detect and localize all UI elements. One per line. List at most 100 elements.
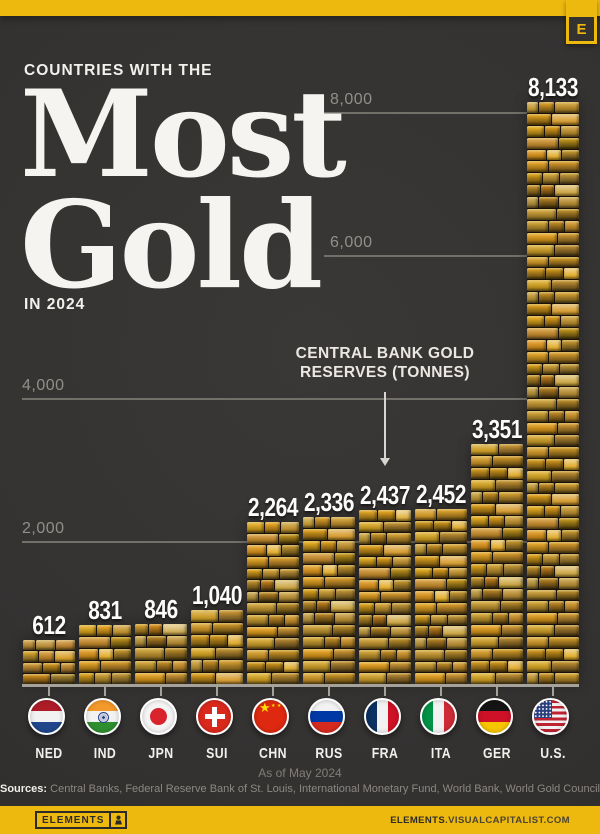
gold-brick	[303, 529, 327, 540]
gold-bar-IND	[79, 625, 131, 684]
gold-brick	[218, 610, 243, 622]
gold-brick	[247, 545, 267, 556]
gold-brick	[277, 603, 299, 615]
gold-brick	[543, 363, 560, 375]
elements-logo[interactable]: ELEMENTS	[35, 811, 128, 829]
gold-brick	[389, 638, 411, 650]
gold-brick	[471, 456, 492, 468]
gold-brick	[202, 660, 218, 672]
gold-brick	[554, 625, 579, 637]
gold-brick	[547, 149, 561, 161]
gold-brick	[540, 375, 555, 387]
value-label-SUI: 1,040	[191, 580, 243, 610]
gold-brick	[505, 540, 523, 552]
gold-brick	[527, 197, 539, 209]
gold-brick	[564, 648, 579, 660]
gold-brick	[101, 661, 131, 672]
gold-brick	[558, 518, 579, 530]
gold-brick	[471, 504, 495, 516]
gold-brick	[502, 528, 523, 540]
gold-brick	[148, 624, 163, 636]
site-link[interactable]: ELEMENTS.VISUALCAPITALIST.COM	[390, 815, 570, 826]
gold-brick	[509, 612, 523, 624]
gold-brick	[558, 387, 579, 399]
gold-brick	[502, 588, 523, 600]
gold-brick	[95, 673, 112, 684]
gridline-label-6000: 6,000	[330, 234, 373, 251]
gold-brick	[280, 568, 299, 580]
country-code-JPN: JPN	[148, 745, 174, 762]
gold-brick	[281, 545, 299, 556]
gold-brick	[79, 649, 99, 660]
gold-brick	[527, 518, 558, 530]
gold-brick	[265, 661, 284, 673]
gold-brick	[359, 545, 383, 556]
gold-brick	[493, 552, 523, 564]
gold-brick	[565, 220, 579, 232]
gold-brick	[384, 521, 411, 533]
value-label-IND: 831	[88, 595, 122, 625]
gold-brick	[527, 173, 543, 185]
x-axis-line	[22, 684, 579, 687]
gold-brick	[508, 468, 523, 480]
gold-brick	[341, 637, 355, 648]
gold-brick	[166, 672, 187, 684]
gold-brick	[471, 552, 493, 564]
gold-brick	[269, 615, 285, 626]
gold-brick	[303, 565, 323, 576]
gold-brick	[268, 650, 299, 661]
gold-brick	[496, 480, 523, 492]
gold-brick	[324, 673, 355, 684]
gold-brick	[278, 533, 299, 545]
switzerland-flag-icon	[196, 698, 233, 735]
gold-brick	[387, 615, 411, 626]
gold-brick	[527, 209, 557, 220]
gold-brick	[275, 580, 299, 591]
gold-brick	[439, 555, 467, 567]
gold-brick	[247, 650, 268, 661]
gold-brick	[247, 673, 272, 684]
gold-brick	[548, 256, 579, 268]
gold-brick	[191, 635, 209, 647]
gold-brick	[527, 304, 551, 316]
gold-brick	[415, 532, 440, 544]
footer-bar: ELEMENTS ELEMENTS.VISUALCAPITALIST.COM	[0, 806, 600, 834]
gold-brick	[303, 553, 334, 564]
axis-tick	[215, 687, 219, 696]
gold-brick	[549, 351, 579, 363]
gold-brick	[336, 589, 355, 600]
gold-brick	[471, 636, 498, 648]
gridline-label-4000: 4,000	[22, 377, 65, 394]
gold-brick	[247, 638, 274, 650]
gold-brick	[97, 625, 112, 636]
gold-brick	[554, 292, 579, 304]
gold-brick	[191, 610, 218, 622]
gold-bar-CHN	[247, 522, 299, 684]
gold-brick	[390, 626, 411, 638]
gold-brick	[552, 280, 579, 292]
gold-brick	[371, 626, 390, 638]
gold-brick	[545, 268, 564, 280]
gold-brick	[540, 565, 555, 577]
gold-bar-RUS	[303, 517, 355, 684]
elements-corner-badge[interactable]: E	[566, 0, 597, 44]
gold-brick	[303, 613, 315, 624]
gold-brick	[489, 660, 508, 672]
gold-brick	[325, 637, 341, 648]
gold-brick	[163, 624, 187, 636]
india-flag-icon	[84, 698, 121, 735]
gold-brick	[415, 579, 446, 591]
gold-brick	[381, 650, 397, 661]
value-label-NED: 612	[32, 610, 66, 640]
gold-brick	[216, 647, 243, 659]
gold-brick	[191, 647, 216, 659]
gold-brick	[549, 411, 565, 423]
gold-brick	[191, 622, 212, 634]
gold-brick	[390, 568, 411, 580]
gold-brick	[492, 648, 523, 660]
gold-brick	[359, 603, 375, 615]
gold-brick	[99, 649, 113, 660]
gridline-6000	[324, 255, 578, 257]
gold-brick	[359, 533, 370, 545]
gold-brick	[135, 660, 157, 672]
